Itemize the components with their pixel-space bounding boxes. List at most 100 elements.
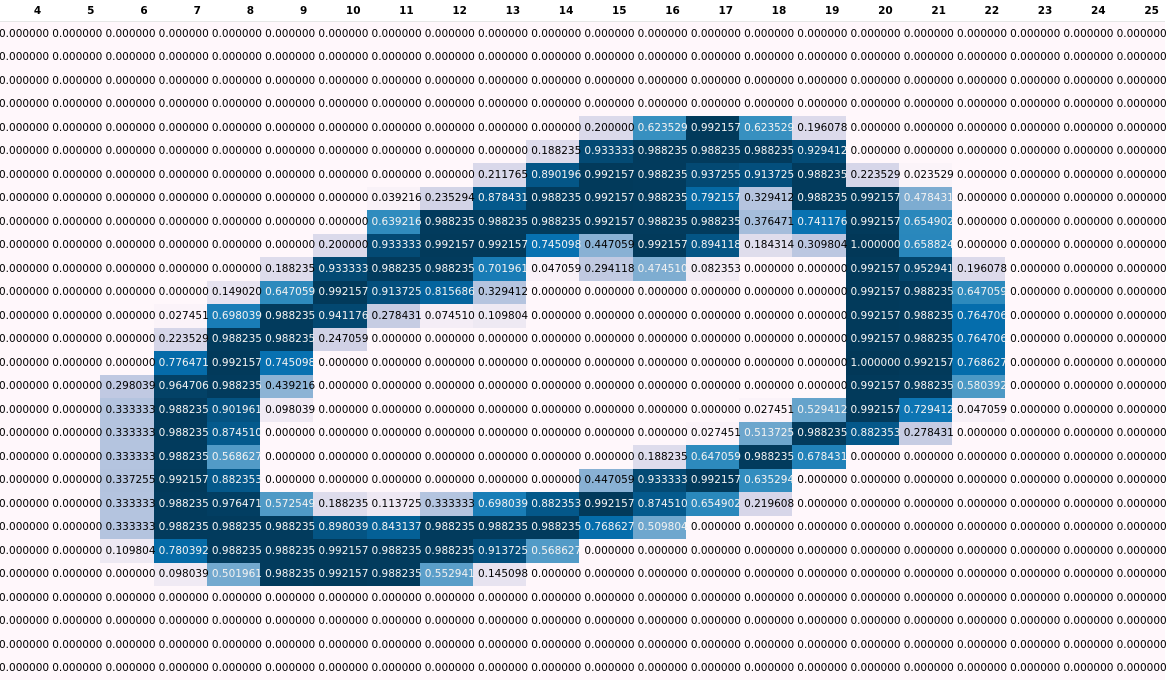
cell: 0.000000 [419,656,475,680]
table-row: 0.000000 0.000000 0.333333 0.988235 0.874510… [0,421,1167,445]
cell: 0.000000 [1058,186,1113,210]
cell: 0.000000 [1111,139,1167,163]
cell: 0.890196 [526,163,581,187]
cell: 0.000000 [260,656,315,680]
cell: 0.654902 [685,492,741,516]
cell: 0.000000 [739,562,794,586]
cell: 0.294118 [579,257,635,281]
cell: 0.000000 [0,327,49,351]
cell: 0.000000 [419,421,475,445]
cell: 0.000000 [206,233,262,257]
cell: 0.513725 [739,421,794,445]
cell: 0.000000 [366,586,422,610]
cell: 0.000000 [260,116,315,140]
cell: 0.992157 [685,468,741,492]
cell: 0.764706 [951,304,1007,328]
cell: 0.000000 [100,280,156,304]
cell: 0.000000 [153,257,209,281]
cell: 0.000000 [1005,21,1060,46]
cell: 0.000000 [1058,656,1113,680]
table-row: 0.000000 0.000000 0.000000 0.000000 0.000000… [0,69,1167,93]
cell: 0.000000 [0,116,49,140]
cell: 0.000000 [792,280,847,304]
cell: 0.000000 [0,445,49,469]
cell: 0.000000 [792,562,847,586]
cell: 0.000000 [898,92,954,116]
cell: 0.000000 [1111,92,1167,116]
cell: 0.933333 [579,139,635,163]
cell: 0.000000 [685,21,741,46]
cell: 0.509804 [632,515,688,539]
cell: 0.000000 [685,351,741,375]
cell: 0.988235 [260,515,315,539]
cell: 0.000000 [845,445,901,469]
cell: 0.000000 [0,398,49,422]
cell: 0.000000 [898,539,954,563]
cell: 0.000000 [685,515,741,539]
cell: 0.000000 [0,351,49,375]
cell: 0.000000 [260,21,315,46]
cell: 0.000000 [366,374,422,398]
cell: 0.000000 [419,116,475,140]
cell: 0.988235 [260,539,315,563]
cell: 0.000000 [260,163,315,187]
cell: 0.913725 [366,280,422,304]
column-header: 19 [792,0,846,22]
cell: 0.000000 [526,656,581,680]
cell: 0.000000 [472,445,528,469]
cell: 0.000000 [579,539,635,563]
cell: 0.000000 [100,233,156,257]
cell: 0.000000 [1111,69,1167,93]
cell: 0.000000 [1005,210,1060,234]
cell: 1.000000 [845,233,901,257]
cell: 0.988235 [366,257,422,281]
cell: 0.000000 [419,609,475,633]
cell: 0.988235 [260,327,315,351]
header-row: 4 5 6 7 8 9 10 11 12 13 14 15 16 17 18 19 20 21 22 23 24 25 [0,0,1165,22]
cell: 0.874510 [206,421,262,445]
cell: 0.933333 [366,233,422,257]
cell: 0.000000 [472,586,528,610]
cell: 0.000000 [419,586,475,610]
cell: 0.000000 [1058,492,1113,516]
cell: 0.145098 [472,562,528,586]
cell: 0.113725 [366,492,422,516]
cell: 0.309804 [792,233,847,257]
cell: 0.000000 [526,116,581,140]
cell: 0.000000 [0,492,49,516]
cell: 0.000000 [951,609,1007,633]
cell: 0.000000 [0,515,49,539]
cell: 0.992157 [845,327,901,351]
cell: 0.988235 [632,210,688,234]
cell: 0.000000 [951,116,1007,140]
cell: 0.000000 [206,633,262,657]
cell: 0.780392 [153,539,209,563]
cell: 0.000000 [951,515,1007,539]
cell: 0.000000 [1005,163,1060,187]
cell: 0.333333 [100,421,156,445]
cell: 0.580392 [951,374,1007,398]
cell: 0.149020 [206,280,262,304]
cell: 0.000000 [0,233,49,257]
cell: 0.988235 [153,492,209,516]
cell: 0.000000 [206,586,262,610]
cell: 0.000000 [1005,69,1060,93]
cell: 0.478431 [898,186,954,210]
cell: 0.000000 [100,562,156,586]
cell: 0.000000 [313,586,368,610]
cell: 0.000000 [632,656,688,680]
cell: 0.000000 [579,656,635,680]
cell: 0.000000 [206,257,262,281]
cell: 0.000000 [1058,398,1113,422]
cell: 0.768627 [951,351,1007,375]
cell: 0.188235 [260,257,315,281]
cell: 0.000000 [1111,21,1167,46]
cell: 0.000000 [472,45,528,69]
cell: 0.501961 [206,562,262,586]
cell: 0.298039 [100,374,156,398]
cell: 0.000000 [845,609,901,633]
cell: 0.000000 [526,21,581,46]
cell: 0.000000 [898,562,954,586]
cell: 0.000000 [313,633,368,657]
